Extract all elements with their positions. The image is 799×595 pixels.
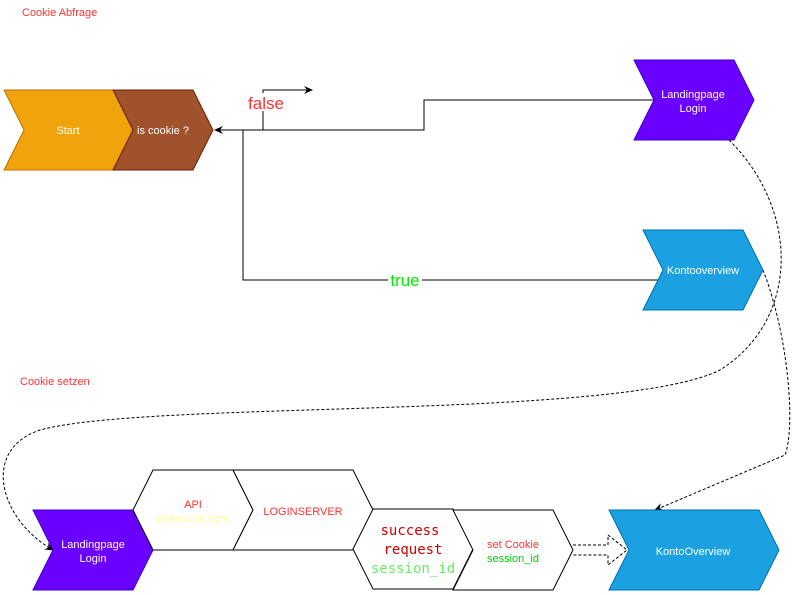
success-label-2: request — [383, 542, 442, 558]
api-sublabel: unsecureLogin — [157, 513, 229, 525]
konto-bottom-label: KontoOverview — [656, 546, 731, 558]
is-cookie-label: is cookie ? — [137, 125, 189, 137]
api-label: API — [184, 499, 202, 511]
landing-bottom-label-2: Login — [80, 553, 107, 565]
konto-top-node[interactable] — [642, 229, 764, 311]
konto-bottom-node[interactable] — [608, 509, 780, 591]
true-label: true — [390, 271, 419, 290]
success-label-1: success — [380, 523, 439, 539]
landing-top-node[interactable] — [633, 59, 755, 141]
edge-landing-to-iscookie — [214, 99, 654, 134]
edge-setcookie-to-konto — [573, 533, 628, 567]
section-label-cookie-set: Cookie setzen — [20, 376, 90, 388]
set-cookie-label: set Cookie — [487, 539, 539, 551]
is-cookie-node[interactable] — [112, 89, 214, 171]
konto-top-label: Kontooverview — [667, 265, 739, 277]
false-label: false — [248, 94, 284, 113]
set-cookie-node[interactable] — [452, 509, 574, 591]
section-label-cookie-check: Cookie Abfrage — [22, 7, 97, 19]
landing-bottom-label-1: Landingpage — [61, 539, 125, 551]
set-cookie-sublabel: session_id — [487, 553, 539, 565]
edge-false — [262, 86, 313, 130]
success-label-3: session_id — [371, 561, 455, 577]
landing-top-label-1: Landingpage — [661, 89, 725, 101]
edge-landing-to-landing-bottom — [2, 139, 782, 551]
start-label: Start — [56, 125, 79, 137]
loginserver-label: LOGINSERVER — [263, 506, 342, 518]
edge-true — [242, 130, 663, 281]
landing-top-label-2: Login — [680, 103, 707, 115]
